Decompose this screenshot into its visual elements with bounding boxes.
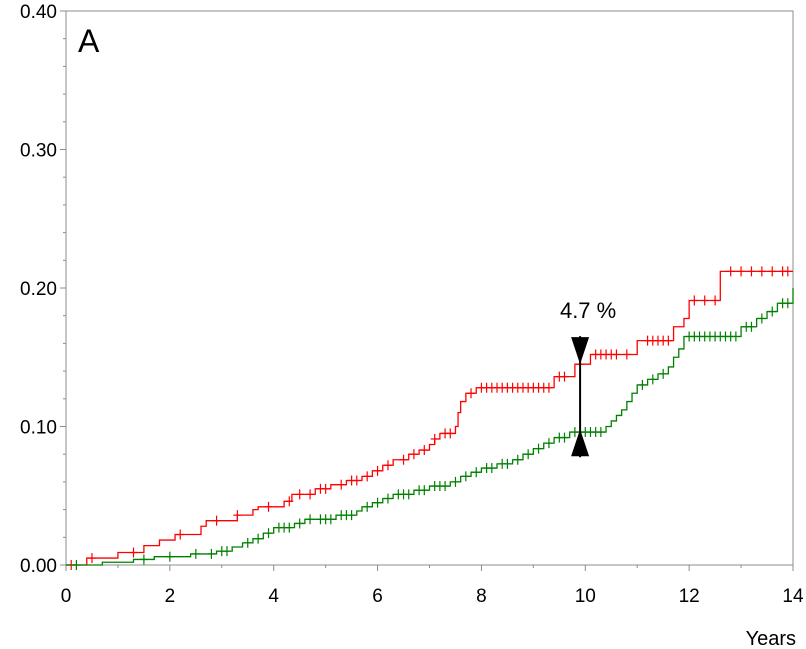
series-line bbox=[66, 288, 794, 566]
y-axis: 0.00 0.10 0.20 0.30 0.40 bbox=[20, 2, 66, 577]
series-line bbox=[66, 270, 793, 566]
plot-frame bbox=[65, 10, 794, 566]
x-tick-label: 14 bbox=[782, 586, 804, 607]
x-tick-label: 10 bbox=[575, 586, 596, 607]
series-layer bbox=[66, 266, 794, 570]
y-tick-label: 0.30 bbox=[20, 141, 57, 162]
y-tick-label: 0.40 bbox=[20, 2, 57, 23]
y-tick-label: 0.10 bbox=[20, 418, 57, 439]
y-tick-label: 0.20 bbox=[20, 279, 57, 300]
x-axis-title: Years bbox=[746, 628, 796, 649]
panel-label: A bbox=[78, 23, 100, 59]
series-1 bbox=[66, 266, 793, 570]
annotation-label: 4.7 % bbox=[560, 298, 616, 323]
x-tick-label: 12 bbox=[679, 586, 700, 607]
x-tick-label: 4 bbox=[268, 586, 279, 607]
x-tick-label: 0 bbox=[61, 586, 72, 607]
series-2 bbox=[66, 288, 794, 570]
y-tick-label: 0.00 bbox=[20, 556, 57, 577]
x-axis: 0 2 4 6 8 10 12 14 bbox=[61, 565, 804, 607]
difference-annotation: 4.7 % bbox=[560, 298, 616, 458]
arrow-up-icon bbox=[571, 429, 590, 457]
arrow-down-icon bbox=[571, 337, 590, 365]
x-tick-label: 8 bbox=[476, 586, 487, 607]
x-tick-label: 2 bbox=[165, 586, 176, 607]
x-tick-label: 6 bbox=[372, 586, 383, 607]
